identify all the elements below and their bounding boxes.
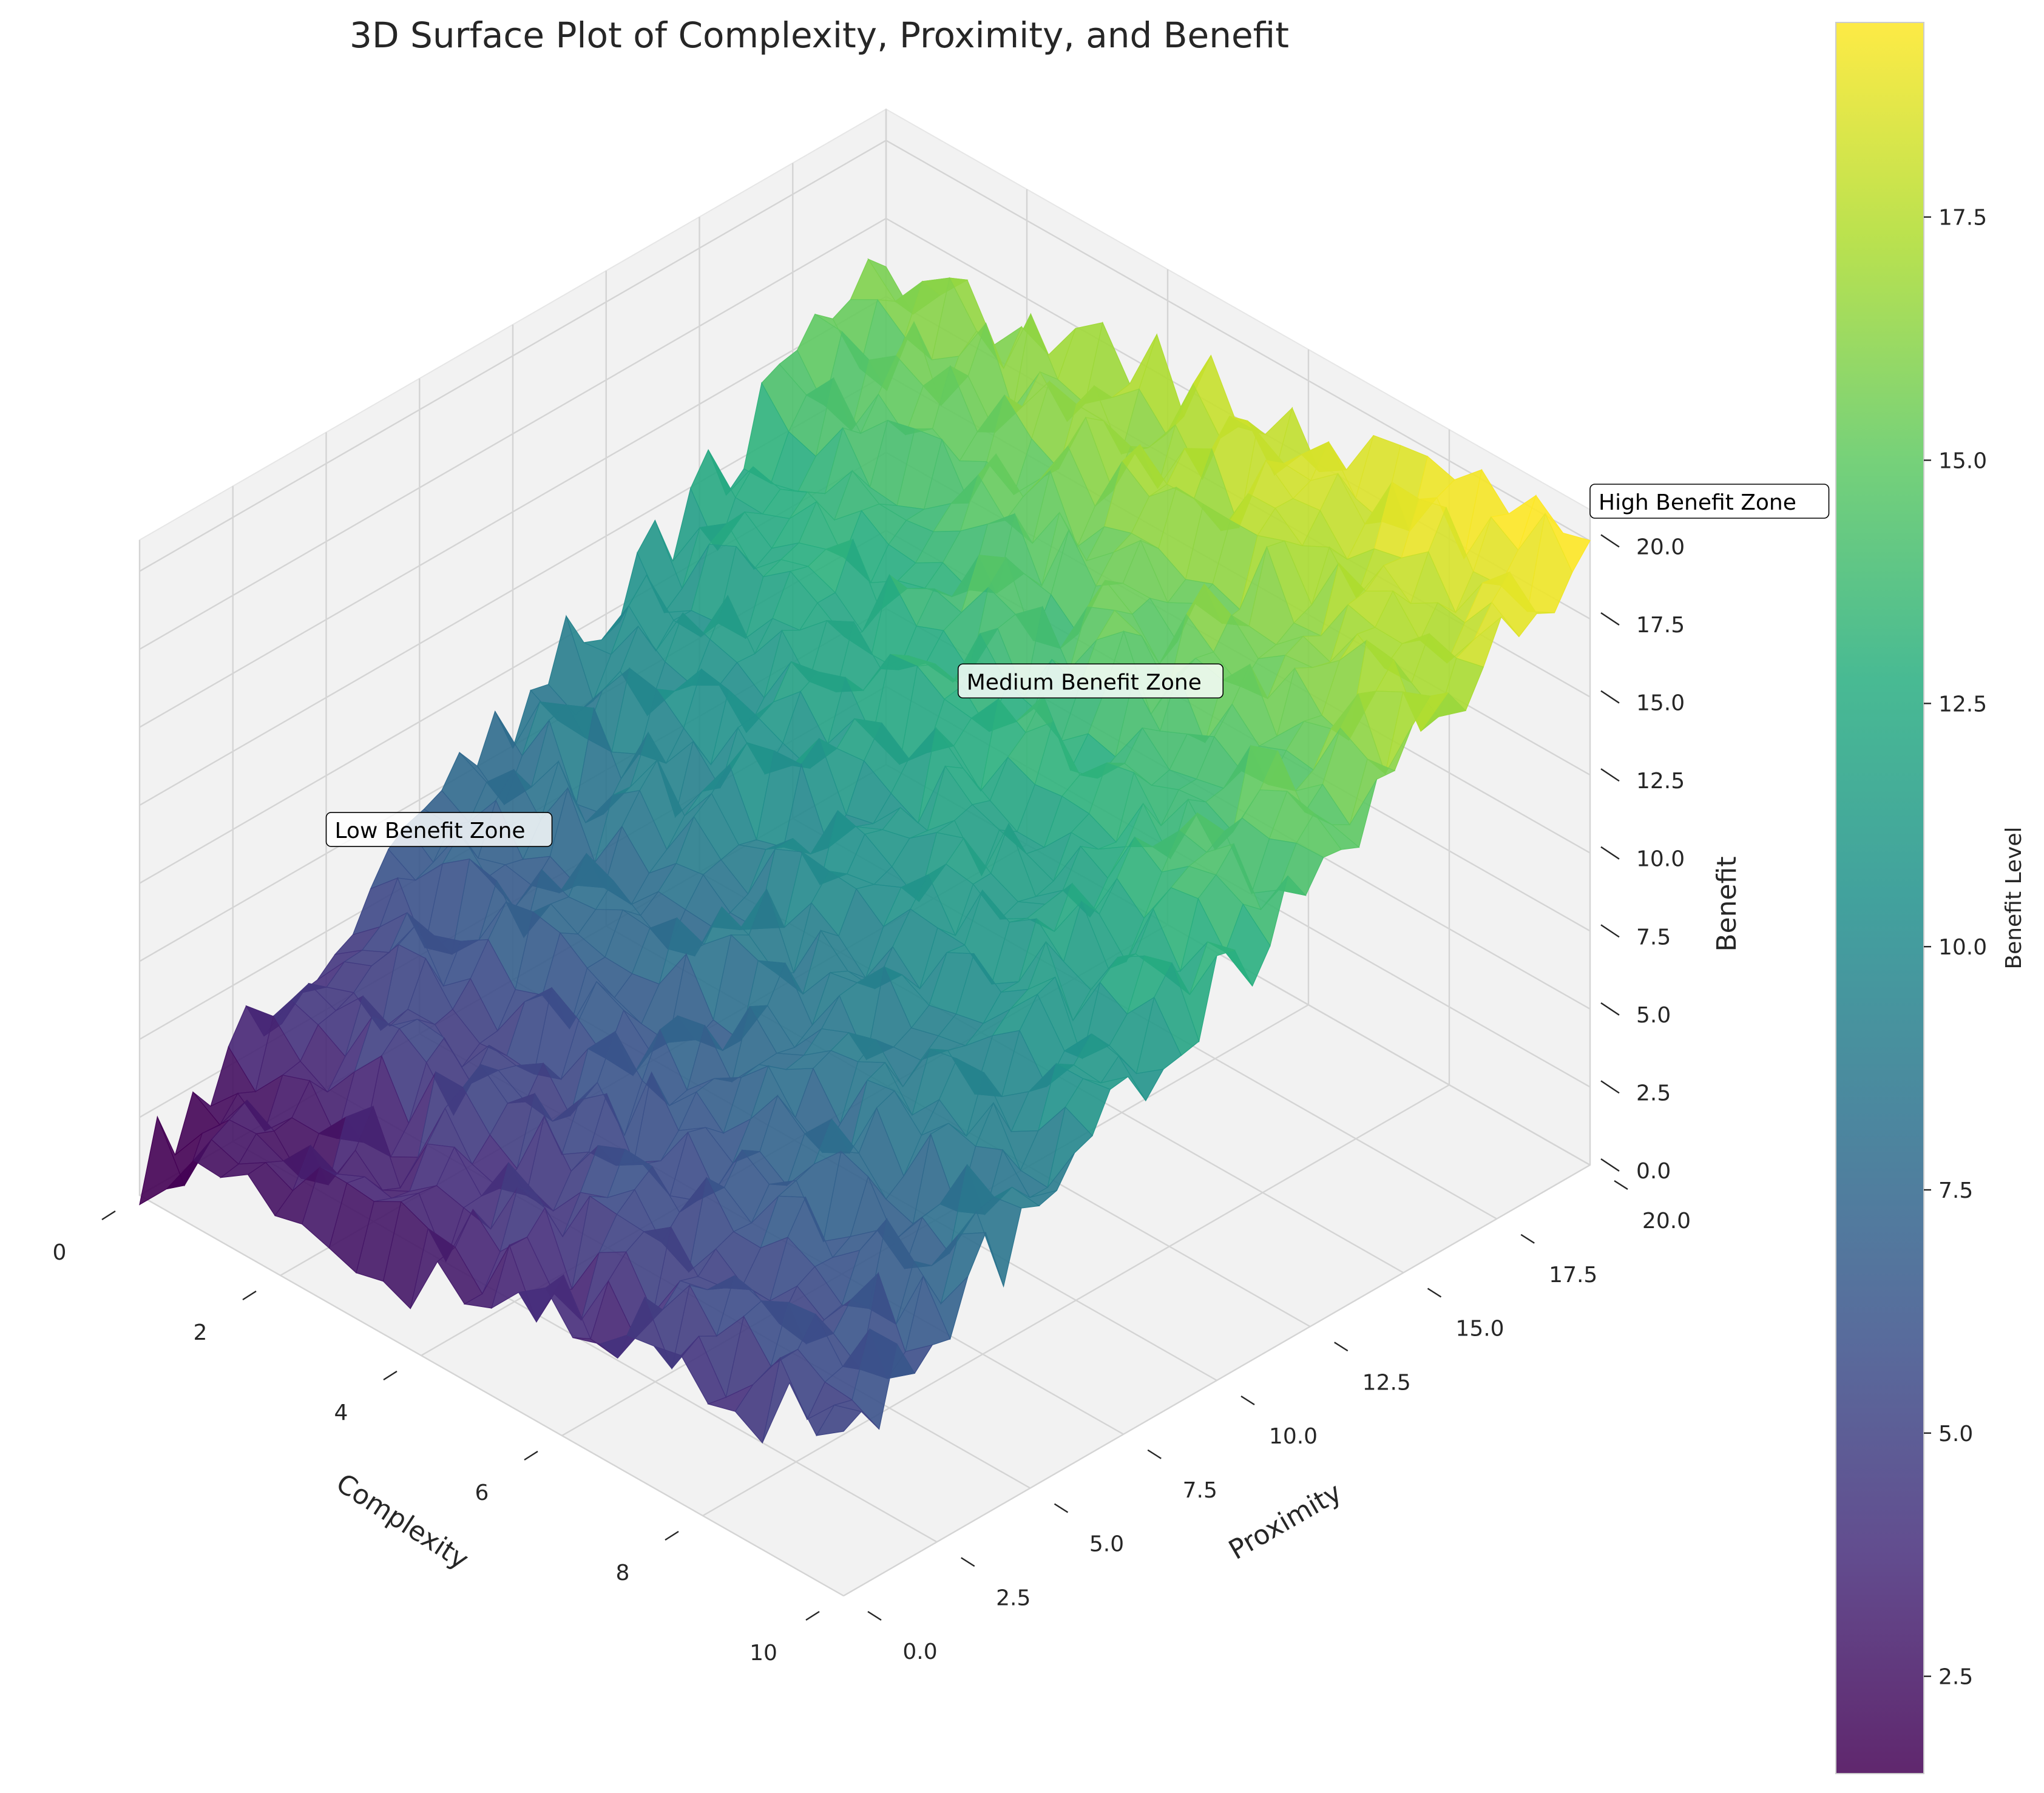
x-tick-label: 10 [750, 1641, 777, 1666]
tick-mark [1054, 1503, 1069, 1513]
z-tick-label: 0.0 [1636, 1159, 1671, 1184]
tick-mark [665, 1530, 679, 1541]
colorbar-tick-label: 17.5 [1938, 206, 1987, 231]
y-axis-label: Proximity [1223, 1477, 1347, 1566]
x-tick-label: 2 [194, 1320, 208, 1345]
annotation-label: Medium Benefit Zone [967, 670, 1202, 695]
tick-mark [1147, 1449, 1162, 1459]
y-tick-label: 15.0 [1455, 1317, 1504, 1342]
colorbar-tick-label: 12.5 [1938, 692, 1987, 717]
tick-mark [1600, 1080, 1620, 1094]
colorbar-tick-label: 7.5 [1938, 1178, 1973, 1203]
tick-mark [1520, 1234, 1535, 1244]
annotation-box [957, 663, 1224, 699]
tick-mark [867, 1610, 882, 1621]
gridline [139, 1194, 844, 1597]
chart-title: 3D Surface Plot of Complexity, Proximity… [350, 15, 1289, 56]
z-tick-label: 17.5 [1636, 613, 1685, 638]
colorbar-tick-label: 5.0 [1938, 1422, 1973, 1447]
colorbar-gradient [1835, 22, 1924, 1774]
z-tick-label: 15.0 [1636, 691, 1685, 716]
z-axis-label: Benefit [1711, 856, 1742, 951]
x-tick-label: 8 [616, 1561, 630, 1585]
tick-mark [1600, 690, 1620, 704]
tick-mark [101, 1210, 116, 1221]
tick-mark [1600, 846, 1620, 860]
tick-mark [1600, 1158, 1620, 1172]
tick-mark [961, 1557, 975, 1567]
y-tick-label: 7.5 [1183, 1478, 1217, 1503]
tick-mark [1600, 612, 1620, 626]
z-tick-label: 7.5 [1636, 925, 1671, 950]
tick-mark [242, 1290, 257, 1301]
y-tick-label: 5.0 [1089, 1532, 1124, 1557]
colorbar-tick-label: 15.0 [1938, 449, 1987, 474]
z-tick-label: 2.5 [1636, 1081, 1671, 1106]
x-tick-label: 6 [475, 1481, 489, 1505]
tick-mark [524, 1450, 538, 1461]
annotation-label: Low Benefit Zone [335, 819, 526, 843]
z-tick-label: 5.0 [1636, 1003, 1671, 1028]
tick-mark [1334, 1342, 1349, 1352]
x-axis-label: Complexity [331, 1468, 474, 1576]
tick-mark [1427, 1288, 1442, 1298]
z-tick-label: 20.0 [1636, 535, 1685, 559]
annotation-label: High Benefit Zone [1599, 490, 1796, 515]
z-tick-label: 10.0 [1636, 847, 1685, 872]
y-tick-label: 10.0 [1269, 1424, 1318, 1449]
gridline [139, 295, 887, 728]
tick-mark [1600, 534, 1620, 548]
colorbar-tick-label: 10.0 [1938, 935, 1987, 960]
tick-mark [1240, 1395, 1255, 1406]
y-tick-label: 20.0 [1642, 1209, 1691, 1234]
annotation-box [1589, 484, 1830, 519]
tick-mark [805, 1610, 820, 1621]
x-tick-label: 4 [334, 1400, 348, 1425]
z-tick-label: 12.5 [1636, 769, 1685, 794]
annotation-box [325, 812, 553, 847]
annotations: Low Benefit Zone Medium Benefit Zone High … [325, 484, 1830, 847]
y-tick-label: 2.5 [996, 1585, 1030, 1610]
tick-mark [1600, 924, 1620, 938]
tick-mark [1600, 1002, 1620, 1016]
colorbar: 2.5 5.0 7.5 10.0 12.5 15.0 17.5 Benefit Level [1835, 22, 2026, 1774]
tick-mark [1600, 768, 1620, 782]
surface [139, 258, 1591, 1444]
gridline [139, 140, 887, 572]
tick-mark [1614, 1180, 1628, 1190]
surface-face [816, 1405, 862, 1436]
gridline [139, 217, 887, 650]
y-tick-label: 12.5 [1362, 1370, 1411, 1395]
colorbar-tick-label: 2.5 [1938, 1665, 1973, 1690]
colorbar-label: Benefit Level [2002, 826, 2026, 969]
y-tick-label: 0.0 [902, 1639, 937, 1664]
y-tick-label: 17.5 [1549, 1263, 1597, 1288]
x-tick-label: 0 [53, 1240, 67, 1265]
tick-mark [383, 1370, 398, 1381]
